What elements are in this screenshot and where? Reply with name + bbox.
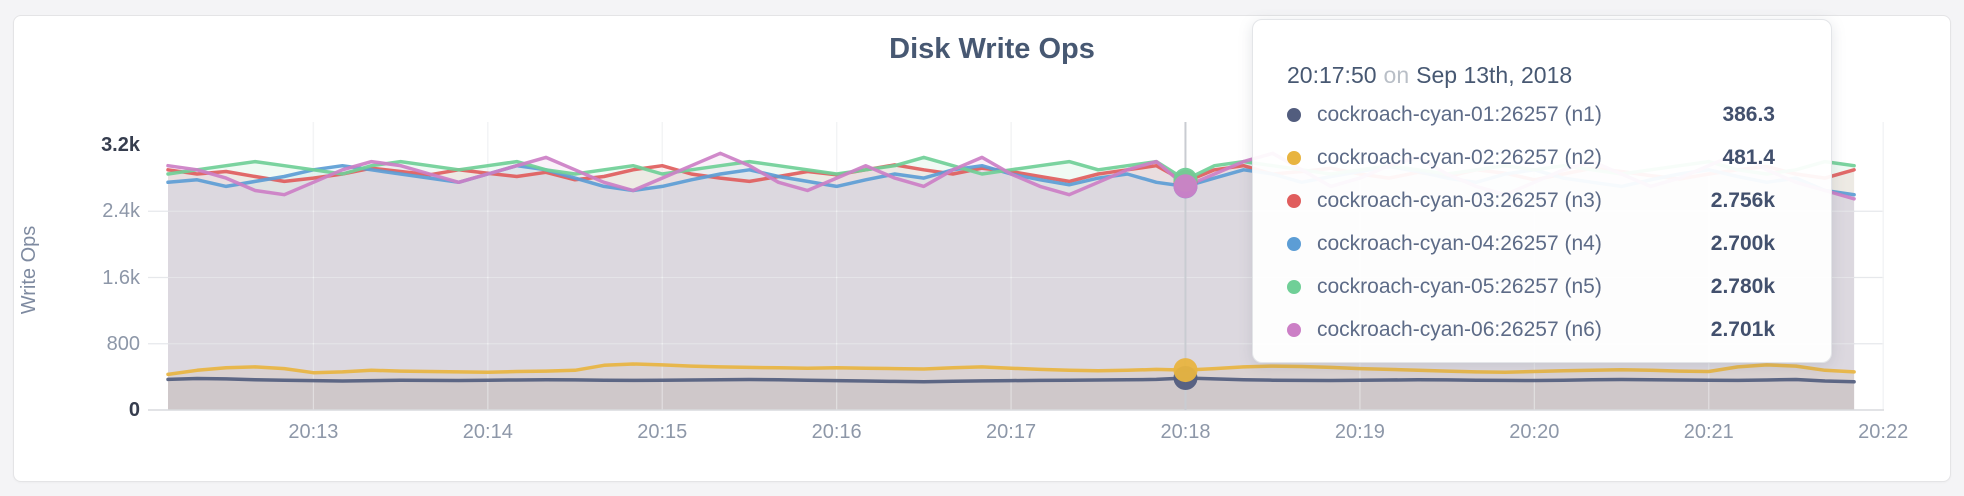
- x-tick-label: 20:22: [1858, 421, 1909, 443]
- y-tick-label: 0: [128, 399, 140, 421]
- x-tick-label: 20:18: [1160, 421, 1211, 443]
- tooltip-date: Sep 13th, 2018: [1416, 62, 1573, 88]
- series-value: 2.701k: [1710, 318, 1775, 341]
- x-tick-label: 20:19: [1334, 421, 1385, 443]
- legend-dot-icon: [1287, 194, 1301, 208]
- y-tick-label: 2.4k: [102, 200, 140, 223]
- series-value: 2.700k: [1710, 232, 1775, 255]
- tooltip-row: cockroach-cyan-02:26257 (n2) 481.4: [1253, 137, 1831, 180]
- highlight-dot-n2: [1173, 358, 1198, 383]
- series-name: cockroach-cyan-03:26257 (n3): [1317, 189, 1602, 212]
- legend-dot-icon: [1287, 151, 1301, 165]
- legend-dot-icon: [1287, 237, 1301, 251]
- tooltip-row: cockroach-cyan-01:26257 (n1) 386.3: [1253, 94, 1831, 137]
- series-name: cockroach-cyan-02:26257 (n2): [1317, 146, 1602, 169]
- series-value: 2.780k: [1710, 275, 1775, 298]
- chart-tooltip: 20:17:50 on Sep 13th, 2018 cockroach-cyan-…: [1252, 19, 1832, 363]
- series-name: cockroach-cyan-05:26257 (n5): [1317, 275, 1602, 298]
- legend-dot-icon: [1287, 108, 1301, 122]
- series-line-n2: [166, 362, 1856, 377]
- series-line-n1: [166, 376, 1856, 384]
- x-tick-label: 20:16: [811, 421, 862, 443]
- tooltip-row: cockroach-cyan-03:26257 (n3) 2.756k: [1253, 180, 1831, 223]
- legend-dot-icon: [1287, 280, 1301, 294]
- series-value: 386.3: [1722, 103, 1775, 126]
- tooltip-header: 20:17:50 on Sep 13th, 2018: [1287, 62, 1572, 89]
- series-value: 2.756k: [1710, 189, 1775, 212]
- tooltip-row: cockroach-cyan-04:26257 (n4) 2.700k: [1253, 223, 1831, 266]
- y-tick-label: 1.6k: [102, 266, 140, 289]
- x-tick-label: 20:20: [1509, 421, 1560, 443]
- x-tick-label: 20:13: [288, 421, 339, 443]
- tooltip-time: 20:17:50: [1287, 62, 1377, 88]
- chart-title: Disk Write Ops: [889, 33, 1095, 65]
- x-tick-label: 20:15: [637, 421, 688, 443]
- y-tick-label: 800: [106, 332, 140, 355]
- y-tick-label: 3.2k: [101, 134, 140, 156]
- x-tick-label: 20:21: [1683, 421, 1734, 443]
- legend-dot-icon: [1287, 323, 1301, 337]
- series-name: cockroach-cyan-04:26257 (n4): [1317, 232, 1602, 255]
- x-tick-label: 20:17: [986, 421, 1037, 443]
- tooltip-row: cockroach-cyan-05:26257 (n5) 2.780k: [1253, 266, 1831, 309]
- tooltip-conjunction: on: [1383, 62, 1410, 88]
- series-value: 481.4: [1722, 146, 1775, 169]
- series-name: cockroach-cyan-06:26257 (n6): [1317, 318, 1602, 341]
- tooltip-row: cockroach-cyan-06:26257 (n6) 2.701k: [1253, 309, 1831, 352]
- series-name: cockroach-cyan-01:26257 (n1): [1317, 103, 1602, 126]
- x-tick-label: 20:14: [462, 421, 513, 443]
- tooltip-rows: cockroach-cyan-01:26257 (n1) 386.3 cockroa…: [1253, 94, 1831, 352]
- highlight-dot-n6: [1173, 174, 1198, 199]
